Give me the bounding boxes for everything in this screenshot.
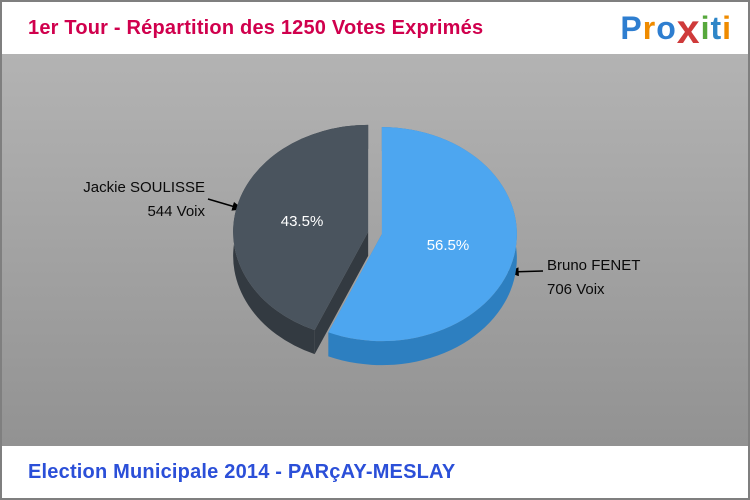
callout-bruno-fenet: Bruno FENET 706 Voix [547,254,737,302]
pie-slice-rim-bruno-fenet [328,127,517,366]
pie-percent-bruno-fenet: 56.5% [427,237,470,254]
chart-title: 1er Tour - Répartition des 1250 Votes Ex… [28,16,484,39]
pie-chart: 43.5% 56.5% [207,124,544,366]
callout-name: Jackie SOULISSE [83,179,205,196]
logo-letter: P [620,9,643,46]
callout-votes: 706 Voix [547,281,605,298]
pie-slice-cutface-jackie-soulisse [314,231,369,355]
election-caption: Election Municipale 2014 - PARçAY-MESLAY [28,460,456,483]
chart-area: 43.5% 56.5% Jackie SOULISSE 544 Voix Brun… [2,54,748,446]
logo-letter: i [722,9,732,46]
callout-name: Bruno FENET [547,257,641,274]
proxiti-logo[interactable]: P r o x i t i [620,5,732,52]
logo-letter-x: x [676,5,701,52]
logo-letter: i [700,9,711,46]
pie-slice-jackie-soulisse [233,124,369,331]
callout-jackie-soulisse: Jackie SOULISSE 544 Voix [15,176,205,224]
callout-arrow-left [207,198,244,211]
callout-votes: 544 Voix [147,203,205,220]
logo-letter: r [642,9,657,46]
footer-bar: Election Municipale 2014 - PARçAY-MESLAY [2,446,748,498]
pie-percent-jackie-soulisse: 43.5% [281,213,324,230]
pie-slice-bruno-fenet [328,127,517,342]
logo-letter: o [656,9,677,46]
logo-letter: t [710,9,723,46]
header-bar: 1er Tour - Répartition des 1250 Votes Ex… [2,2,748,54]
